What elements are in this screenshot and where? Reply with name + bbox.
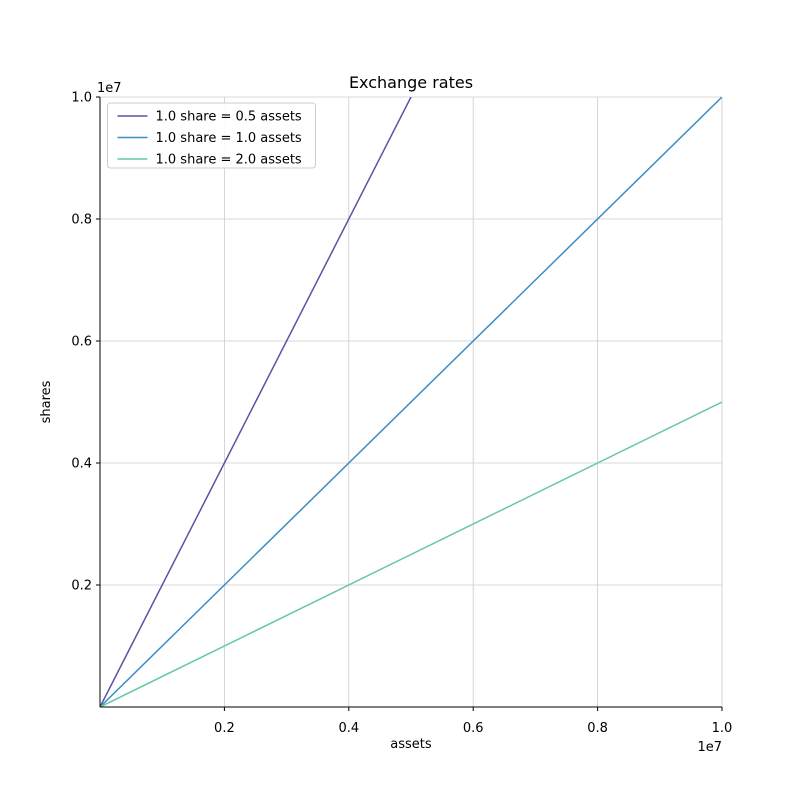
- y-tick-label: 0.6: [71, 335, 92, 350]
- legend-label: 1.0 share = 1.0 assets: [156, 131, 302, 146]
- data-line: [100, 97, 412, 707]
- y-tick-label: 0.2: [71, 579, 92, 594]
- data-line: [100, 97, 722, 707]
- x-tick-label: 0.8: [587, 721, 608, 736]
- x-tick-label: 1.0: [712, 721, 733, 736]
- axes-spines: [99, 97, 722, 708]
- plot-lines: [100, 97, 722, 707]
- legend-label: 1.0 share = 0.5 assets: [156, 110, 302, 125]
- tick-marks: [96, 96, 723, 711]
- x-axis-offset-label: 1e7: [697, 740, 722, 755]
- x-tick-label: 0.2: [214, 721, 235, 736]
- y-axis-label: shares: [39, 380, 54, 423]
- legend-box: [107, 102, 316, 169]
- legend-label: 1.0 share = 2.0 assets: [156, 153, 302, 168]
- legend: 1.0 share = 0.5 assets 1.0 share = 1.0 as…: [107, 102, 316, 169]
- y-axis-offset-label: 1e7: [97, 81, 122, 96]
- tick-labels: 0.2 0.4 0.6 0.8 1.0 0.2 0.4 0.6 0.8 1.0: [71, 91, 732, 737]
- x-axis-label: assets: [390, 737, 432, 752]
- y-tick-label: 0.4: [71, 457, 92, 472]
- x-tick-label: 0.4: [338, 721, 359, 736]
- y-tick-label: 0.8: [71, 213, 92, 228]
- x-tick-label: 0.6: [463, 721, 484, 736]
- data-line: [100, 401, 722, 707]
- y-tick-label: 1.0: [71, 91, 92, 106]
- chart-title: Exchange rates: [349, 73, 473, 92]
